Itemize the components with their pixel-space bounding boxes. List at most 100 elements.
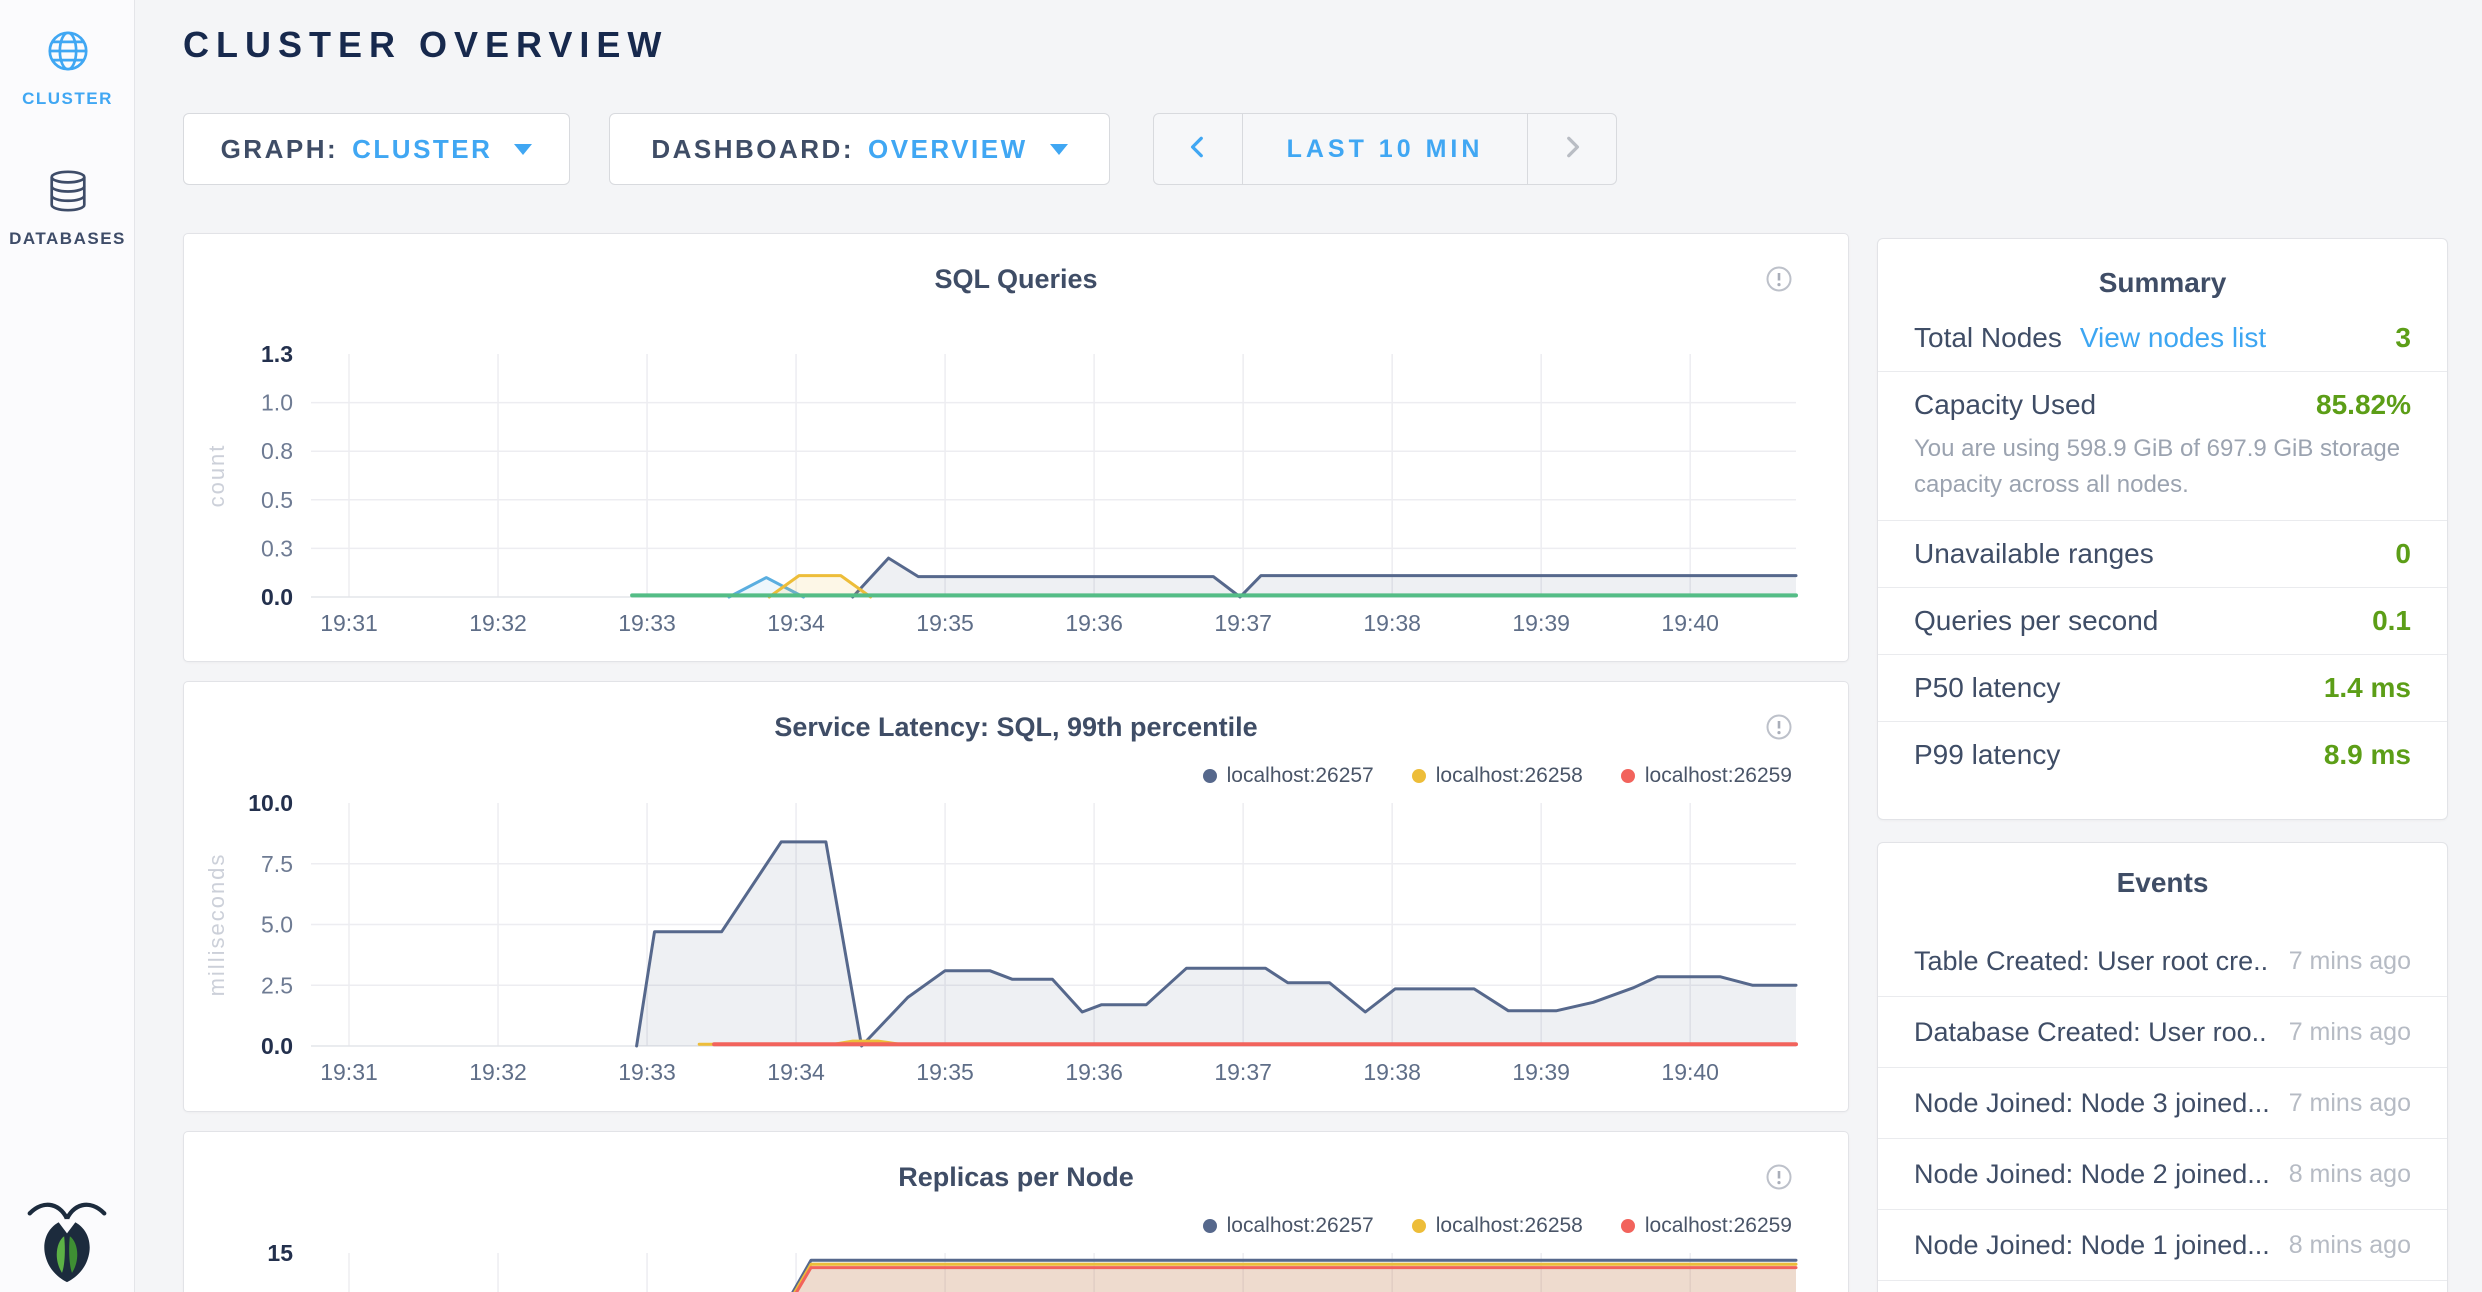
event-text: Table Created: User root cre... [1914, 946, 2269, 977]
svg-text:0.0: 0.0 [261, 1033, 293, 1059]
time-range-text: LAST 10 MIN [1287, 135, 1484, 164]
svg-text:7.5: 7.5 [261, 851, 293, 877]
summary-panel: Summary Total NodesView nodes list3Capac… [1877, 238, 2448, 820]
sidebar-item-databases[interactable]: DATABASES [0, 168, 135, 249]
summary-row: P50 latency 1.4 ms [1878, 654, 2447, 721]
svg-text:19:31: 19:31 [320, 1059, 378, 1085]
capacity-note: You are using 598.9 GiB of 697.9 GiB sto… [1914, 431, 2411, 503]
svg-text:5.0: 5.0 [261, 912, 293, 938]
svg-text:15: 15 [267, 1240, 293, 1266]
svg-text:0.5: 0.5 [261, 487, 293, 513]
replicas-per-node-plot[interactable]: 19:3119:3219:3319:3419:3519:3619:3719:38… [184, 1132, 1848, 1292]
event-text: Node Joined: Node 1 joined... [1914, 1230, 2269, 1261]
event-time: 8 mins ago [2269, 1231, 2411, 1260]
time-range-selector: LAST 10 MIN [1153, 113, 1617, 185]
event-time: 7 mins ago [2269, 1089, 2411, 1118]
svg-text:19:39: 19:39 [1512, 1059, 1570, 1085]
summary-row-label: Queries per second [1914, 605, 2158, 637]
svg-text:19:38: 19:38 [1363, 1059, 1421, 1085]
graph-dropdown-label: GRAPH: [221, 134, 339, 165]
summary-row-value: 8.9 ms [2324, 739, 2411, 771]
event-time: 8 mins ago [2269, 1160, 2411, 1189]
time-range-label[interactable]: LAST 10 MIN [1243, 114, 1527, 184]
event-row[interactable]: Table Created: User root cre...7 mins ag… [1878, 926, 2447, 997]
chevron-down-icon [514, 144, 532, 155]
svg-text:2.5: 2.5 [261, 972, 293, 998]
summary-row: Queries per second 0.1 [1878, 587, 2447, 654]
svg-text:0.3: 0.3 [261, 535, 293, 561]
summary-row-label: Total Nodes [1914, 322, 2062, 354]
sql-queries-plot[interactable]: 19:3119:3219:3319:3419:3519:3619:3719:38… [184, 234, 1848, 661]
chevron-right-icon [1559, 134, 1585, 165]
sidebar-item-label: CLUSTER [0, 89, 135, 109]
sidebar-item-label: DATABASES [0, 229, 135, 249]
svg-text:19:37: 19:37 [1214, 1059, 1272, 1085]
event-row[interactable]: Node Joined: Node 1 joined...8 mins ago [1878, 1210, 2447, 1281]
chart-card-replicas-per-node: Replicas per Node localhost:26257localho… [183, 1131, 1849, 1292]
svg-text:19:31: 19:31 [320, 610, 378, 636]
svg-text:0.0: 0.0 [261, 584, 293, 610]
svg-text:19:36: 19:36 [1065, 1059, 1123, 1085]
summary-row: Unavailable ranges 0 [1878, 520, 2447, 587]
svg-text:10.0: 10.0 [248, 790, 293, 816]
svg-text:19:39: 19:39 [1512, 610, 1570, 636]
summary-row-label: Unavailable ranges [1914, 538, 2154, 570]
event-row[interactable]: Node Joined: Node 2 joined...8 mins ago [1878, 1139, 2447, 1210]
cockroachdb-bug-logo [24, 1196, 110, 1288]
cluster-overview-page: CLUSTER DATABASES [0, 0, 2482, 1292]
event-text: Database Created: User roo... [1914, 1017, 2269, 1048]
summary-rows: Total Nodes View nodes list 3 Capacity Used… [1878, 305, 2447, 788]
summary-row-label: Capacity Used [1914, 389, 2096, 421]
event-text: Node Joined: Node 3 joined... [1914, 1088, 2269, 1119]
sidebar: CLUSTER DATABASES [0, 0, 135, 1292]
page-title: CLUSTER OVERVIEW [183, 24, 668, 66]
summary-row-value: 0 [2395, 538, 2411, 570]
svg-text:19:32: 19:32 [469, 610, 527, 636]
svg-text:19:33: 19:33 [618, 610, 676, 636]
dashboard-dropdown-label: DASHBOARD: [651, 134, 854, 165]
event-time: 7 mins ago [2269, 1018, 2411, 1047]
svg-text:19:38: 19:38 [1363, 610, 1421, 636]
view-nodes-list-link[interactable]: View nodes list [2080, 322, 2266, 354]
dashboard-dropdown[interactable]: DASHBOARD: OVERVIEW [609, 113, 1110, 185]
time-prev-button[interactable] [1154, 114, 1243, 184]
summary-row-value: 1.4 ms [2324, 672, 2411, 704]
svg-text:19:32: 19:32 [469, 1059, 527, 1085]
events-panel: Events Table Created: User root cre...7 … [1877, 842, 2448, 1292]
summary-row-value: 0.1 [2372, 605, 2411, 637]
svg-text:19:33: 19:33 [618, 1059, 676, 1085]
events-title: Events [1878, 843, 2447, 926]
event-row[interactable]: Database Created: User roo...7 mins ago [1878, 997, 2447, 1068]
event-row[interactable]: Node Joined: Node 3 joined...7 mins ago [1878, 1068, 2447, 1139]
summary-row-value: 3 [2395, 322, 2411, 354]
svg-text:1.0: 1.0 [261, 390, 293, 416]
event-time: 7 mins ago [2269, 947, 2411, 976]
chart-card-service-latency: Service Latency: SQL, 99th percentile lo… [183, 681, 1849, 1112]
chevron-down-icon [1050, 144, 1068, 155]
svg-text:0.8: 0.8 [261, 438, 293, 464]
summary-row: Total Nodes View nodes list 3 [1878, 305, 2447, 371]
graph-dropdown[interactable]: GRAPH: CLUSTER [183, 113, 570, 185]
event-rows: Table Created: User root cre...7 mins ag… [1878, 926, 2447, 1281]
summary-row: Capacity Used 85.82% You are using 598.9 G… [1878, 371, 2447, 520]
svg-text:1.3: 1.3 [261, 341, 293, 367]
svg-text:19:35: 19:35 [916, 1059, 974, 1085]
chevron-left-icon [1185, 134, 1211, 165]
svg-text:19:34: 19:34 [767, 1059, 825, 1085]
summary-row-value: 85.82% [2316, 389, 2411, 421]
svg-text:milliseconds: milliseconds [204, 853, 229, 997]
svg-text:count: count [204, 444, 229, 508]
summary-row-label: P99 latency [1914, 739, 2060, 771]
svg-text:19:37: 19:37 [1214, 610, 1272, 636]
summary-row-label: P50 latency [1914, 672, 2060, 704]
time-next-button[interactable] [1527, 114, 1616, 184]
svg-text:19:40: 19:40 [1661, 610, 1719, 636]
graph-dropdown-value: CLUSTER [352, 134, 492, 165]
service-latency-plot[interactable]: 19:31 19:32 19:33 19:34 19:35 19:36 19:37 19:38… [184, 682, 1848, 1111]
svg-text:19:36: 19:36 [1065, 610, 1123, 636]
svg-text:19:40: 19:40 [1661, 1059, 1719, 1085]
svg-text:19:34: 19:34 [767, 610, 825, 636]
sidebar-item-cluster[interactable]: CLUSTER [0, 28, 135, 109]
summary-row: P99 latency 8.9 ms [1878, 721, 2447, 788]
event-text: Node Joined: Node 2 joined... [1914, 1159, 2269, 1190]
